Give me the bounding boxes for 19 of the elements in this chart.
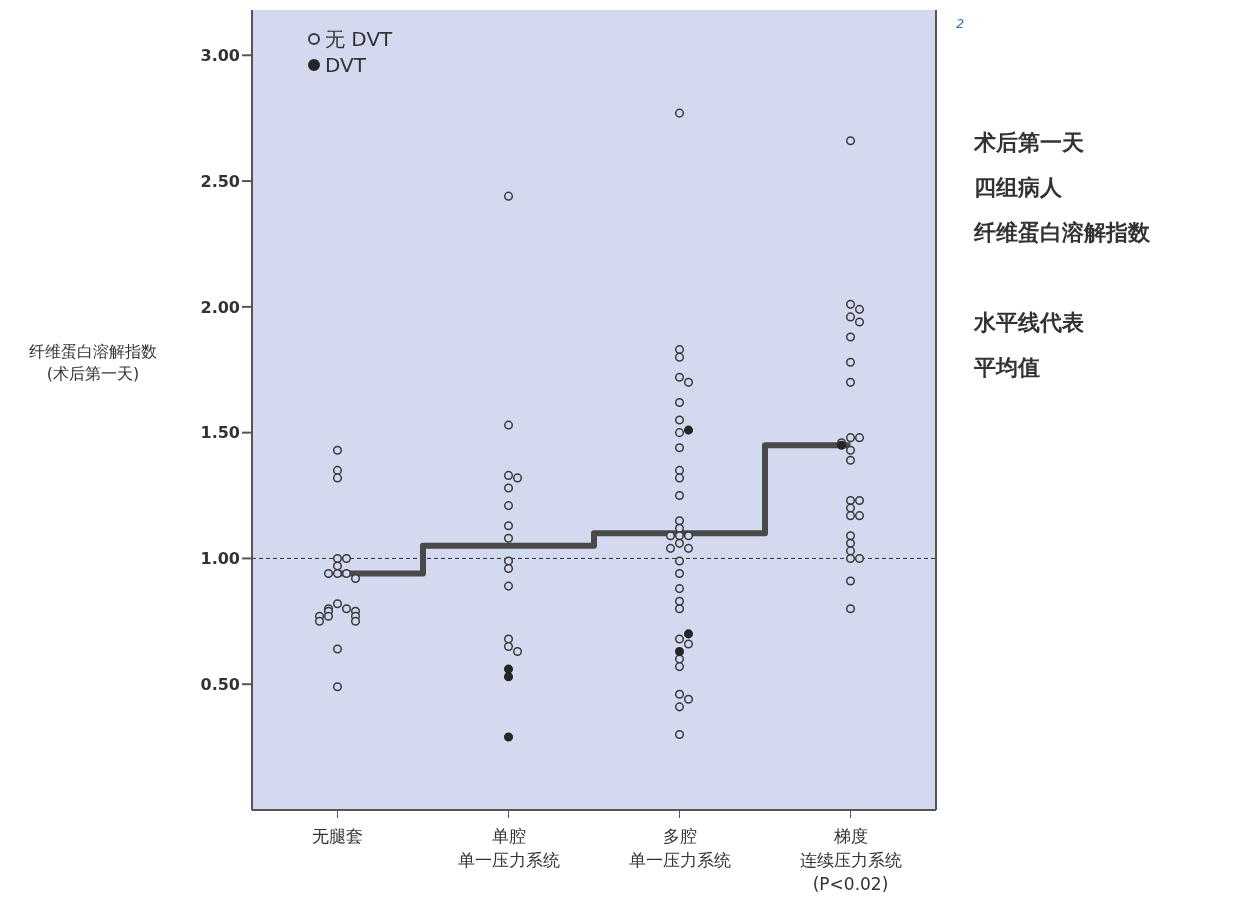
text: 2 bbox=[956, 16, 965, 31]
text: 四组病人 bbox=[974, 174, 1063, 202]
y-axis-title: 纤维蛋白溶解指数 (术后第一天) bbox=[28, 341, 158, 385]
x-tick-label: 梯度连续压力系统(P<0.02) bbox=[799, 826, 902, 894]
y-tick-label: 1.00 bbox=[200, 549, 240, 569]
x-tick-label: 无腿套 bbox=[312, 826, 363, 846]
y-tick-label: 2.00 bbox=[200, 297, 240, 317]
text: 平均值 bbox=[974, 354, 1041, 382]
x-tick-label: 单腔单一压力系统 bbox=[457, 826, 560, 870]
y-tick-label: 0.50 bbox=[200, 674, 240, 694]
y-tick-label: 1.50 bbox=[200, 423, 240, 443]
text: 水平线代表 bbox=[974, 309, 1085, 337]
y-tick-label: 2.50 bbox=[200, 171, 240, 191]
text: 术后第一天 bbox=[974, 129, 1085, 157]
legend-label: DVT bbox=[325, 52, 366, 78]
text: 纤维蛋白溶解指数 bbox=[974, 219, 1151, 247]
y-tick-label: 3.00 bbox=[200, 45, 240, 65]
legend-label: 无 DVT bbox=[325, 26, 393, 52]
x-tick-label: 多腔单一压力系统 bbox=[628, 826, 731, 870]
